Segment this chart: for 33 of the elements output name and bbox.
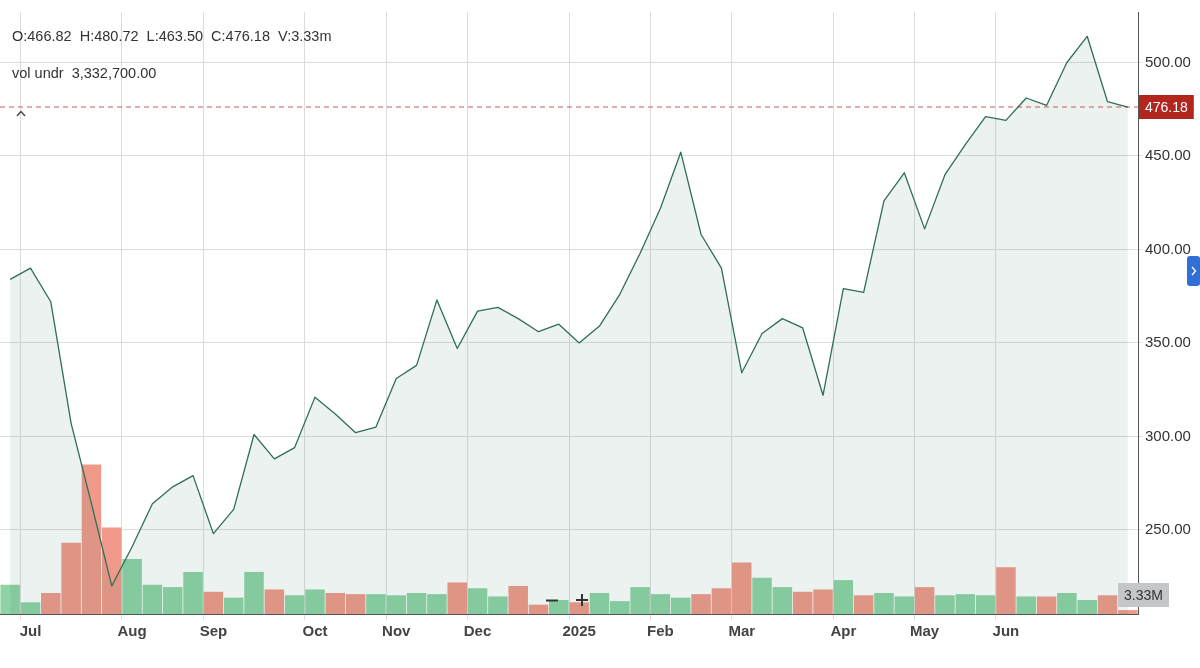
x-tick-label: Mar — [728, 622, 756, 640]
ref-line-label: 476.18 — [1145, 98, 1189, 115]
x-tick-label: Nov — [382, 622, 412, 640]
x-tick-label: Oct — [302, 622, 328, 640]
x-tick-label: Feb — [647, 622, 674, 640]
bar — [853, 595, 874, 614]
x-tick-label: Jul — [19, 622, 42, 640]
bar — [203, 591, 224, 614]
bar — [569, 602, 589, 614]
data-label: 3.33M — [1124, 586, 1164, 603]
bar — [1016, 596, 1036, 614]
y-tick-label: 350.00 — [1145, 333, 1191, 351]
y-tick-label: 250.00 — [1145, 520, 1191, 538]
x-tick-label: Dec — [463, 622, 492, 640]
y-tick-label: 400.00 — [1145, 239, 1191, 257]
x-tick-label: Jun — [992, 622, 1020, 640]
x-tick-label: Sep — [199, 622, 228, 640]
annotation: vol undr 3,332,700.00 — [12, 65, 158, 81]
bar — [914, 587, 935, 614]
bar — [447, 582, 467, 614]
y-tick-label: 450.00 — [1145, 146, 1191, 164]
x-tick-label: May — [910, 622, 940, 640]
bar — [996, 567, 1016, 614]
y-tick-label: 500.00 — [1145, 52, 1191, 70]
annotation: O:466.82 H:480.72 L:463.50 C:476.18 V:3.33m — [12, 28, 332, 44]
x-tick-label: 2025 — [562, 622, 596, 640]
x-tick-label: Apr — [830, 622, 857, 640]
y-tick-label: 300.00 — [1145, 426, 1191, 444]
bar — [1036, 596, 1057, 614]
x-tick-label: Aug — [117, 622, 147, 640]
bar — [264, 589, 285, 614]
bar — [549, 599, 569, 614]
bar — [833, 580, 854, 614]
